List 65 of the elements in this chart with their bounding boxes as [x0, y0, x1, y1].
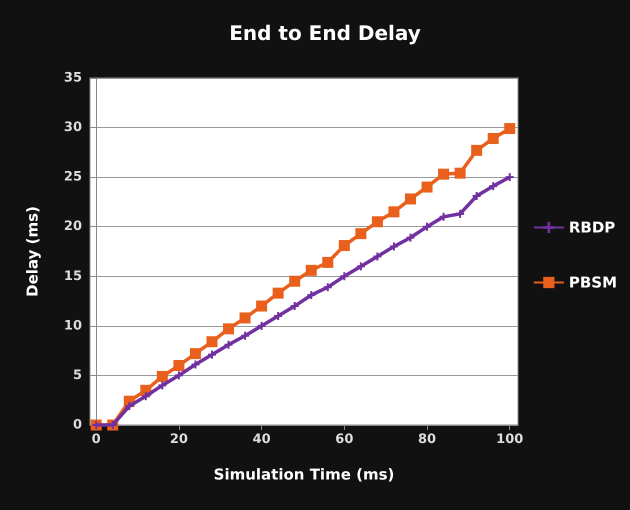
point — [338, 240, 350, 252]
y-tick-label: 35 — [64, 70, 82, 86]
point — [174, 371, 183, 380]
x-tick-label: 100 — [496, 432, 524, 447]
point — [388, 206, 400, 218]
legend-label: RBDP — [568, 218, 616, 236]
point — [373, 252, 382, 260]
chart-title: End to End Delay — [229, 21, 421, 45]
point — [190, 348, 201, 360]
point — [272, 288, 284, 299]
point — [224, 340, 233, 349]
point — [223, 323, 234, 334]
point — [423, 222, 432, 231]
point — [173, 360, 184, 372]
point — [125, 402, 134, 410]
point — [290, 302, 299, 310]
point — [158, 381, 166, 390]
point — [489, 182, 498, 190]
point — [406, 234, 414, 242]
point — [307, 291, 316, 300]
point — [356, 262, 365, 270]
x-tick-label: 80 — [418, 432, 436, 447]
point — [454, 168, 466, 179]
point — [258, 322, 266, 330]
point — [422, 182, 433, 193]
point — [506, 173, 514, 182]
point — [240, 312, 251, 324]
point — [256, 300, 268, 312]
y-axis-title: Delay (ms) — [24, 206, 42, 297]
point — [390, 242, 398, 251]
point — [142, 392, 150, 400]
y-tick-label: 0 — [72, 418, 82, 432]
point — [208, 350, 216, 359]
x-tick-label: 60 — [335, 432, 354, 447]
point — [274, 312, 282, 320]
point — [340, 272, 348, 280]
point — [372, 216, 383, 228]
y-tick-label: 10 — [64, 318, 82, 334]
point — [456, 210, 464, 218]
point — [156, 370, 168, 382]
point — [440, 212, 448, 221]
point — [472, 192, 481, 200]
x-tick-label: 0 — [92, 432, 101, 447]
y-tick-label: 20 — [64, 219, 82, 234]
point — [191, 360, 200, 369]
x-axis-title: Simulation Time (ms) — [214, 466, 394, 484]
point — [404, 193, 416, 204]
point — [471, 144, 482, 156]
point — [289, 276, 300, 287]
y-tick-label: 30 — [64, 120, 82, 136]
x-tick-label: 40 — [252, 432, 271, 447]
legend-label: PBSM — [568, 274, 618, 292]
point — [504, 123, 516, 134]
point — [322, 256, 334, 268]
y-tick-label: 15 — [64, 268, 82, 284]
point — [324, 283, 332, 292]
x-tick-label: 20 — [170, 432, 188, 447]
point — [306, 264, 317, 276]
y-tick-label: 5 — [72, 368, 82, 383]
point — [206, 336, 218, 348]
y-tick-label: 25 — [64, 170, 82, 185]
point — [488, 132, 499, 144]
point — [438, 168, 450, 180]
point — [355, 228, 366, 240]
point — [241, 332, 250, 340]
